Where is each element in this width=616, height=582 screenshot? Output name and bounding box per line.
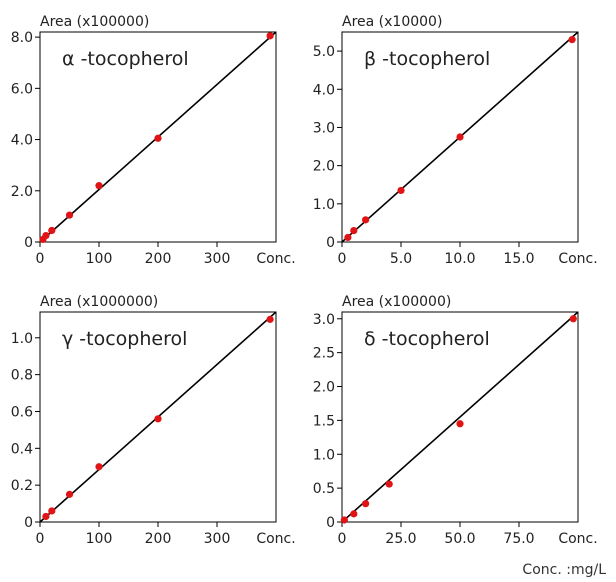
x-tick-label: 10.0 [444,251,475,267]
y-tick-label: 2.0 [313,380,335,396]
y-tick-label: 4.0 [313,82,335,98]
data-point [568,36,576,44]
y-tick-label: 0.6 [11,404,33,420]
data-point [397,186,405,195]
data-point [344,233,352,242]
y-tick-label: 3.0 [313,312,335,328]
y-tick-label: 1.0 [313,197,335,213]
chart-title: β -tocopherol [364,48,490,70]
x-axis-label: Conc. [256,251,295,267]
x-tick-label: 25.0 [385,531,416,547]
x-tick-label: 0 [338,251,347,267]
data-point [95,463,103,471]
x-tick-label: 300 [204,251,231,267]
x-axis-label: Conc. [558,531,597,547]
y-tick-label: 0.5 [313,481,335,497]
y-tick-label: 1.0 [11,331,33,347]
y-tick-label: 0.4 [11,441,33,457]
y-tick-label: 4.0 [11,133,33,149]
data-point [350,510,358,518]
data-point [48,226,56,235]
x-tick-label: 0 [36,251,45,267]
y-axis-label: Area (x1000000) [40,294,158,310]
y-tick-label: 2.5 [313,346,335,362]
data-point [65,490,74,498]
y-axis-label: Area (x10000) [342,14,442,30]
chart-title: γ -tocopherol [62,328,187,350]
x-tick-label: 5.0 [390,251,412,267]
data-point [266,315,274,323]
y-tick-label: 3.0 [313,120,335,136]
y-tick-label: 0 [24,515,33,531]
x-axis-label: Conc. [558,251,597,267]
data-point [456,133,464,141]
chart-title: α -tocopherol [62,48,189,70]
data-point [362,216,370,224]
x-tick-label: 0 [338,531,347,547]
y-tick-label: 0.8 [11,368,33,384]
data-point [385,480,393,488]
data-point [95,182,103,190]
data-point [42,231,50,240]
data-point [569,315,577,323]
y-tick-label: 5.0 [313,44,335,60]
data-point [42,512,50,521]
x-tick-label: 300 [204,531,231,547]
y-axis-label: Area (x100000) [40,14,149,30]
data-point [48,507,56,515]
data-point [266,32,274,40]
x-tick-label: 200 [145,531,172,547]
data-point [154,134,162,142]
chart-title: δ -tocopherol [364,328,490,350]
fit-line [341,311,579,523]
chart-panel-1: 0 2.0 4.0 6.0 8.0 0 100 200 300 Area (x100000) Con… [11,14,296,267]
y-tick-label: 1.0 [313,447,335,463]
data-point [456,420,464,428]
y-tick-label: 0 [326,515,335,531]
y-axis-label: Area (x100000) [342,294,451,310]
y-tick-label: 2.0 [313,159,335,175]
y-tick-label: 2.0 [11,184,33,200]
units-label: Conc. :mg/L [522,562,606,578]
chart-panel-3: 0 0.2 0.4 0.6 0.8 1.0 0 100 200 300 Area (x1000000… [11,294,296,547]
x-tick-label: 15.0 [503,251,534,267]
data-point [340,516,348,524]
data-point [350,226,358,235]
x-tick-label: 75.0 [503,531,534,547]
y-tick-label: 0 [24,235,33,251]
x-tick-label: 50.0 [444,531,475,547]
data-point [154,415,162,423]
data-point [362,500,370,508]
x-axis-label: Conc. [256,531,295,547]
x-tick-label: 200 [145,251,172,267]
y-tick-label: 0.2 [11,478,33,494]
x-tick-label: 0 [36,531,45,547]
y-tick-label: 1.5 [313,413,335,429]
x-tick-label: 100 [86,251,113,267]
data-point [65,211,74,219]
chart-panel-2: 0 1.0 2.0 3.0 4.0 5.0 0 5.0 10.0 15.0 Area (x10000… [313,14,598,267]
chart-panel-4: 0 0.5 1.0 1.5 2.0 2.5 3.0 0 25.0 50.0 75.0 Area (x1… [313,294,598,547]
y-tick-label: 6.0 [11,81,33,97]
y-tick-label: 0 [326,235,335,251]
y-tick-label: 8.0 [11,30,33,46]
x-tick-label: 100 [86,531,113,547]
